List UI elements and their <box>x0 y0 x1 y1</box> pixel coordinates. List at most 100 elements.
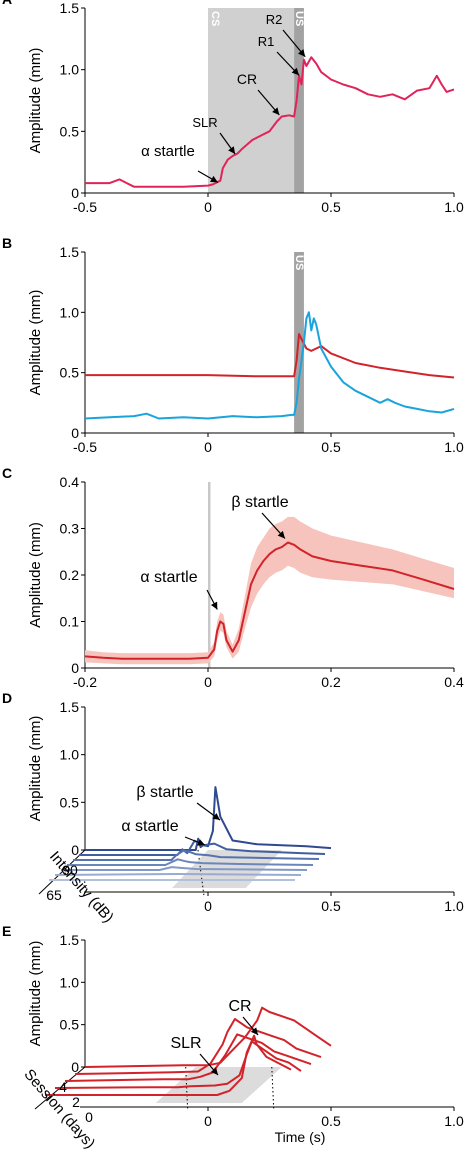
depth-tick-label: 2 <box>72 1094 80 1110</box>
depth-axis <box>38 849 86 895</box>
y-tick-label: 0 <box>71 185 79 201</box>
y-tick-label: 0.1 <box>60 614 80 630</box>
x-tick-label: 0 <box>204 674 212 690</box>
panel-label: C <box>2 465 12 481</box>
y-tick-label: 1.0 <box>60 974 80 990</box>
annotation: R1 <box>258 34 275 49</box>
y-axis-label: Amplitude (mm) <box>27 716 44 822</box>
annotation: α startle <box>121 818 178 835</box>
series-line <box>74 1018 322 1075</box>
y-tick-label: 0.5 <box>60 794 80 810</box>
annotation: β startle <box>136 784 193 801</box>
panel-label: D <box>2 690 12 706</box>
error-band <box>85 516 454 665</box>
y-tick-label: 1.5 <box>60 244 80 260</box>
y-tick-label: 0 <box>71 1059 79 1075</box>
annotation: CR <box>237 71 257 87</box>
shaded-label: US <box>293 255 305 270</box>
y-axis-label: Amplitude (mm) <box>27 941 44 1047</box>
series-line <box>61 866 308 871</box>
y-tick-label: 0 <box>71 842 79 858</box>
panel-e: E 0 0.5 1.0 1.5 Amplitude (mm) 0 0.5 1.0 Time (s)… <box>2 923 464 1152</box>
series-line <box>85 56 455 188</box>
y-tick-label: 1.0 <box>60 747 80 763</box>
x-tick-label: 0.2 <box>321 674 341 690</box>
series-line <box>54 1040 302 1089</box>
y-tick-label: 0 <box>71 660 79 676</box>
x-tick-label: 0 <box>204 199 212 215</box>
y-tick-label: 0.3 <box>60 521 80 537</box>
x-tick-label: 0 <box>204 898 212 914</box>
x-tick-label: 1.0 <box>444 439 464 455</box>
series-line <box>79 839 326 856</box>
shaded-label: CS <box>209 11 221 26</box>
series-line <box>84 311 455 420</box>
shaded-label: US <box>293 11 305 26</box>
x-tick-label: 0.5 <box>321 199 341 215</box>
series-line <box>67 858 314 866</box>
arrow-head <box>210 1067 218 1075</box>
arrow-head <box>212 813 220 820</box>
y-tick-label: 0.5 <box>60 1017 80 1033</box>
y-axis-label: Amplitude (mm) <box>27 522 44 628</box>
panel-label: A <box>2 0 12 7</box>
arrow-head <box>197 839 205 846</box>
arrow-head <box>210 175 218 183</box>
series-line <box>64 1033 312 1082</box>
arrow-head <box>277 530 285 539</box>
depth-tick-label: 4 <box>59 1079 67 1095</box>
annotation: SLR <box>170 1035 201 1052</box>
series-line <box>73 849 320 861</box>
dotted-line <box>271 1066 275 1112</box>
x-tick-label: 0.4 <box>444 674 464 690</box>
x-tick-label: 0.5 <box>321 898 341 914</box>
annotation: α startle <box>140 569 197 586</box>
y-tick-label: 0.2 <box>60 567 80 583</box>
x-tick-label: -0.5 <box>73 439 97 455</box>
depth-tick-label: 65 <box>46 887 62 903</box>
annotation: α startle <box>141 143 195 160</box>
depth-tick-label: 90 <box>62 862 78 878</box>
shaded-region <box>208 8 295 193</box>
x-tick-label: 0.5 <box>321 439 341 455</box>
arrow-head <box>272 107 280 115</box>
series-line <box>84 541 455 660</box>
y-tick-label: 1.0 <box>60 62 80 78</box>
panel-label: B <box>2 235 12 251</box>
y-tick-label: 0.5 <box>60 365 80 381</box>
shaded-region <box>294 8 304 193</box>
y-tick-label: 1.5 <box>60 699 80 715</box>
depth-tick-label: 0 <box>85 1109 93 1125</box>
annotation: β startle <box>231 494 288 511</box>
series-line <box>45 1034 292 1096</box>
arrow-head <box>291 67 300 76</box>
series-line <box>54 873 302 876</box>
arrow-head <box>210 601 218 610</box>
x-tick-label: 1.0 <box>444 199 464 215</box>
annotation: CR <box>228 998 251 1015</box>
x-tick-label: -0.5 <box>73 199 97 215</box>
x-tick-label: 0 <box>204 1113 212 1129</box>
x-tick-label: 0.5 <box>321 1113 341 1129</box>
dotted-line <box>185 1066 189 1112</box>
annotation: SLR <box>192 115 217 130</box>
y-tick-label: 1.0 <box>60 304 80 320</box>
x-tick-label: 1.0 <box>444 1113 464 1129</box>
x-axis-label: Time (s) <box>275 1129 326 1145</box>
y-tick-label: 0.5 <box>60 123 80 139</box>
arrow-head <box>228 146 236 154</box>
y-axis-label: Amplitude (mm) <box>27 290 44 396</box>
y-tick-label: 0 <box>71 425 79 441</box>
annotation: R2 <box>266 12 283 27</box>
y-tick-label: 1.5 <box>60 932 80 948</box>
y-tick-label: 0.4 <box>60 474 80 490</box>
panel-label: E <box>2 923 11 939</box>
arrow-head <box>298 49 306 57</box>
x-tick-label: -0.2 <box>73 674 97 690</box>
y-axis-label: Amplitude (mm) <box>27 48 44 154</box>
